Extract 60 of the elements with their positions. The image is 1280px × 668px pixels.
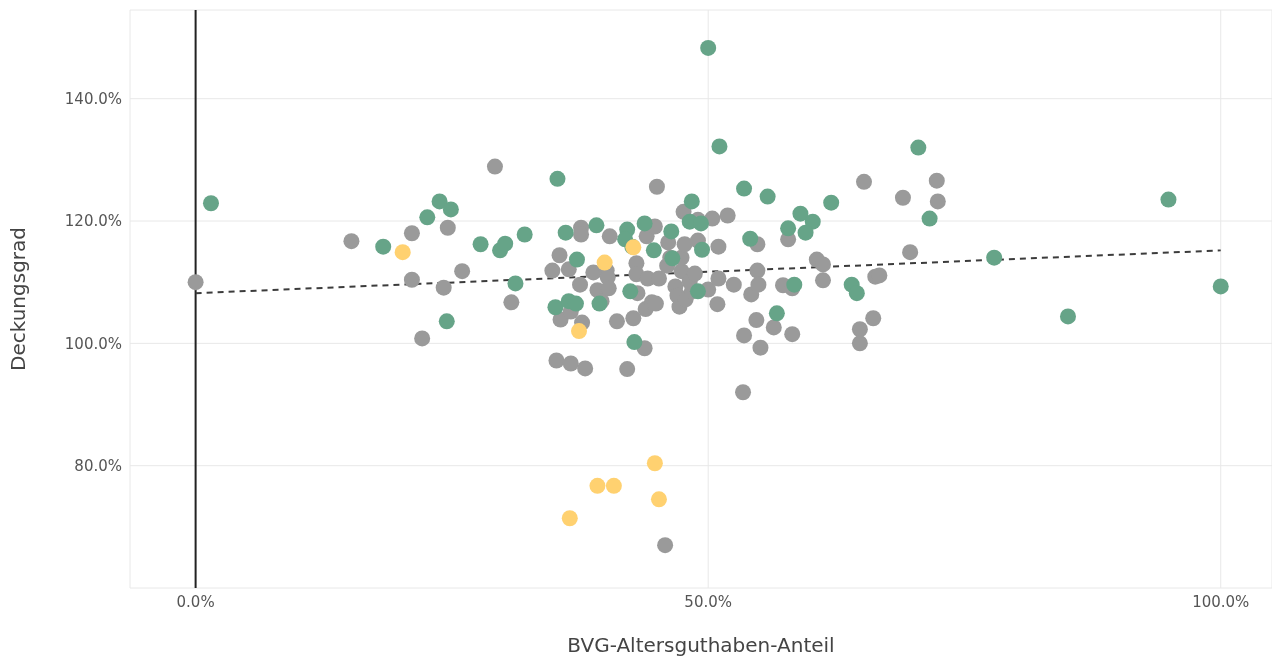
point [1212,278,1229,295]
point [650,491,667,508]
point [375,238,392,255]
point [786,276,803,293]
point [588,217,605,234]
point [711,138,728,155]
point [848,285,865,302]
point [1160,191,1177,208]
point [663,223,680,240]
point [202,195,219,212]
point [910,139,927,156]
point [736,180,753,197]
point [759,188,776,205]
point [507,275,524,292]
x-tick-label: 0.0% [176,592,215,611]
y-tick-label: 140.0% [64,90,122,109]
point [568,251,585,268]
y-tick-label: 80.0% [74,457,122,475]
point [780,220,797,237]
point [693,215,709,232]
x-axis-title: BVG-Altersguthaben-Anteil [567,633,835,657]
point [804,213,821,230]
point [700,39,717,56]
point [497,235,514,252]
point [626,334,643,351]
point [694,241,711,258]
point [596,254,613,271]
y-tick-label: 120.0% [64,212,122,231]
point [646,455,663,472]
point [571,323,588,340]
point [622,283,639,300]
point [986,249,1003,266]
y-axis-title: Deckungsgrad [6,226,31,372]
point [605,477,622,494]
point [1060,308,1076,325]
point [547,299,564,316]
point [442,201,459,218]
point [549,170,566,187]
point [589,477,606,494]
point [689,283,706,300]
point [636,215,653,232]
point [438,313,455,330]
x-tick-label: 100.0% [1192,592,1250,611]
point [768,305,785,322]
point [797,224,814,241]
point [823,194,840,211]
point [921,210,938,227]
point [394,244,411,261]
y-tick-label: 100.0% [64,334,122,353]
point [472,236,489,253]
point [557,224,574,241]
point [516,226,533,243]
point [683,193,700,210]
point [645,242,662,259]
point [742,230,759,247]
point [419,209,436,226]
point [561,510,578,527]
point [792,205,809,222]
x-tick-label: 50.0% [684,592,732,611]
point [431,193,448,210]
